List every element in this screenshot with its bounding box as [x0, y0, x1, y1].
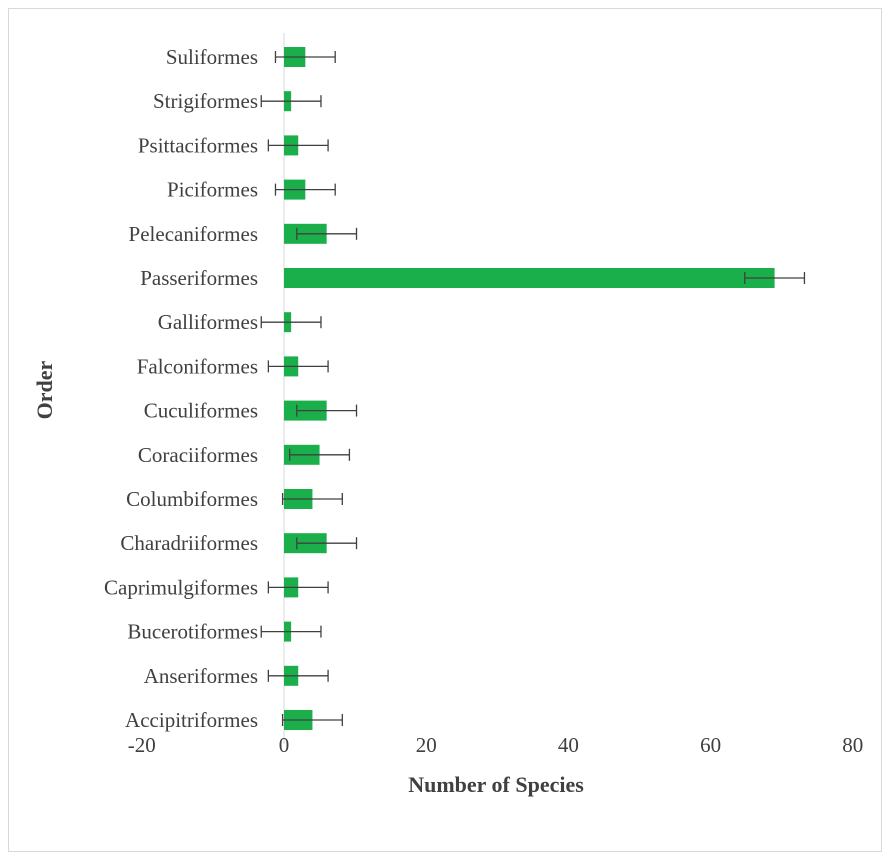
- category-label: Piciformes: [167, 178, 258, 202]
- bars-layer: [283, 33, 775, 744]
- x-tick-label: 80: [842, 733, 863, 757]
- category-label: Bucerotiformes: [127, 620, 258, 644]
- y-axis-title: Order: [32, 360, 57, 419]
- x-tick-labels: -20 0 20 40 60 80: [128, 733, 863, 757]
- x-tick-label: 20: [416, 733, 437, 757]
- x-axis-title: Number of Species: [408, 772, 584, 797]
- category-label: Suliformes: [166, 45, 258, 69]
- category-label: Accipitriformes: [125, 708, 258, 732]
- category-label: Cuculiformes: [144, 399, 258, 423]
- category-label: Charadriiformes: [120, 531, 258, 555]
- error-bar: [296, 227, 358, 240]
- x-tick-label: 40: [558, 733, 579, 757]
- error-bar: [281, 493, 343, 505]
- error-bar: [281, 714, 343, 726]
- error-bar: [260, 95, 322, 108]
- category-label: Coraciiformes: [138, 443, 258, 467]
- error-bar: [274, 51, 336, 63]
- error-bar: [296, 404, 358, 417]
- category-labels: Suliformes Strigiformes Psittaciformes Pici…: [104, 45, 258, 732]
- error-bar: [289, 448, 351, 461]
- x-tick-label: 0: [279, 733, 290, 757]
- category-label: Anseriformes: [144, 664, 258, 688]
- chart-frame: [8, 8, 882, 852]
- category-label: Psittaciformes: [138, 133, 258, 157]
- error-bar: [744, 272, 806, 284]
- error-bar: [274, 183, 336, 196]
- x-tick-label: 60: [700, 733, 721, 757]
- error-bar: [260, 316, 322, 329]
- error-bar: [267, 360, 329, 373]
- category-label: Passeriformes: [140, 266, 258, 290]
- error-bar: [267, 581, 329, 594]
- category-label: Columbiformes: [126, 487, 258, 511]
- category-label: Falconiformes: [137, 354, 258, 378]
- error-bar: [267, 669, 329, 682]
- error-bar: [267, 139, 329, 152]
- category-label: Galliformes: [158, 310, 258, 334]
- error-bars-layer: [260, 51, 806, 726]
- category-label: Pelecaniformes: [129, 222, 258, 246]
- x-tick-label: -20: [128, 733, 156, 757]
- category-label: Caprimulgiformes: [104, 575, 258, 599]
- category-label: Strigiformes: [153, 89, 258, 113]
- bar: [284, 268, 775, 288]
- error-bar: [296, 537, 358, 550]
- error-bar: [260, 625, 322, 638]
